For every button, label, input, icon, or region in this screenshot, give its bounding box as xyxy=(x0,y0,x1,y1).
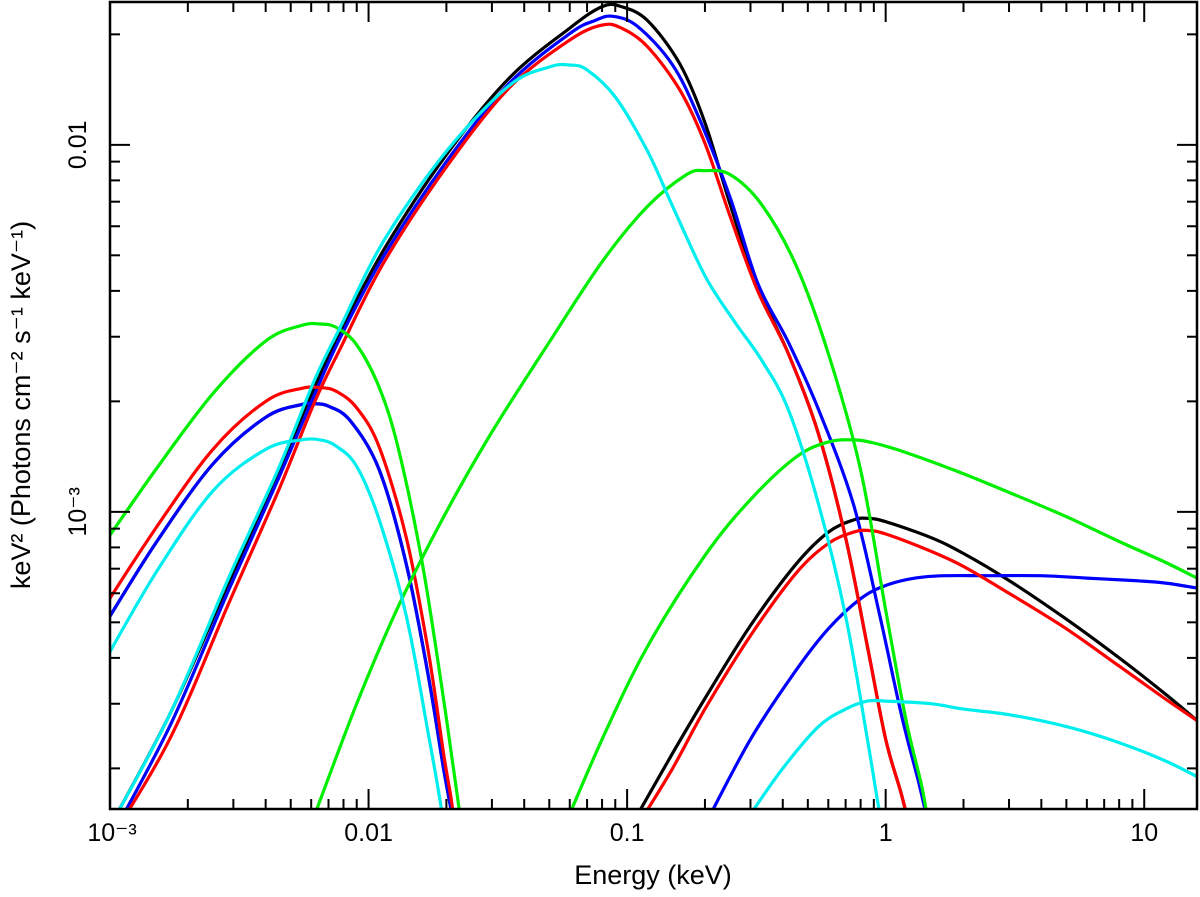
series-line-13 xyxy=(110,437,444,809)
x-tick-labels: 10⁻³ 0.01 0.1 1 10 xyxy=(87,819,1158,847)
series-line-5 xyxy=(110,401,453,809)
series-line-8 xyxy=(110,385,455,809)
y-axis-label: keV² (Photons cm⁻² s⁻¹ keV⁻¹) xyxy=(6,221,36,589)
series-line-10 xyxy=(110,321,461,809)
y-tick-label: 0.01 xyxy=(64,120,92,169)
series-line-7 xyxy=(127,22,907,809)
x-tick-label: 10 xyxy=(1130,819,1158,847)
x-tick-label: 10⁻³ xyxy=(87,819,136,847)
x-tick-label: 0.1 xyxy=(610,819,645,847)
series-line-11 xyxy=(315,168,928,809)
x-tick-label: 0.01 xyxy=(344,819,393,847)
x-axis-label: Energy (keV) xyxy=(574,860,732,890)
y-tick-label: 10⁻³ xyxy=(64,487,92,536)
y-tick-labels: 10⁻³ 0.01 xyxy=(64,120,92,536)
series-line-12 xyxy=(570,438,1197,809)
x-tick-label: 1 xyxy=(879,819,893,847)
plot-frame xyxy=(108,0,1199,811)
series-group xyxy=(110,2,1197,809)
series-line-4 xyxy=(124,14,927,809)
series-line-14 xyxy=(117,62,881,809)
axis-ticks xyxy=(109,2,1197,809)
series-line-3 xyxy=(638,516,1197,809)
series-line-15 xyxy=(752,698,1197,809)
series-line-6 xyxy=(711,573,1197,809)
